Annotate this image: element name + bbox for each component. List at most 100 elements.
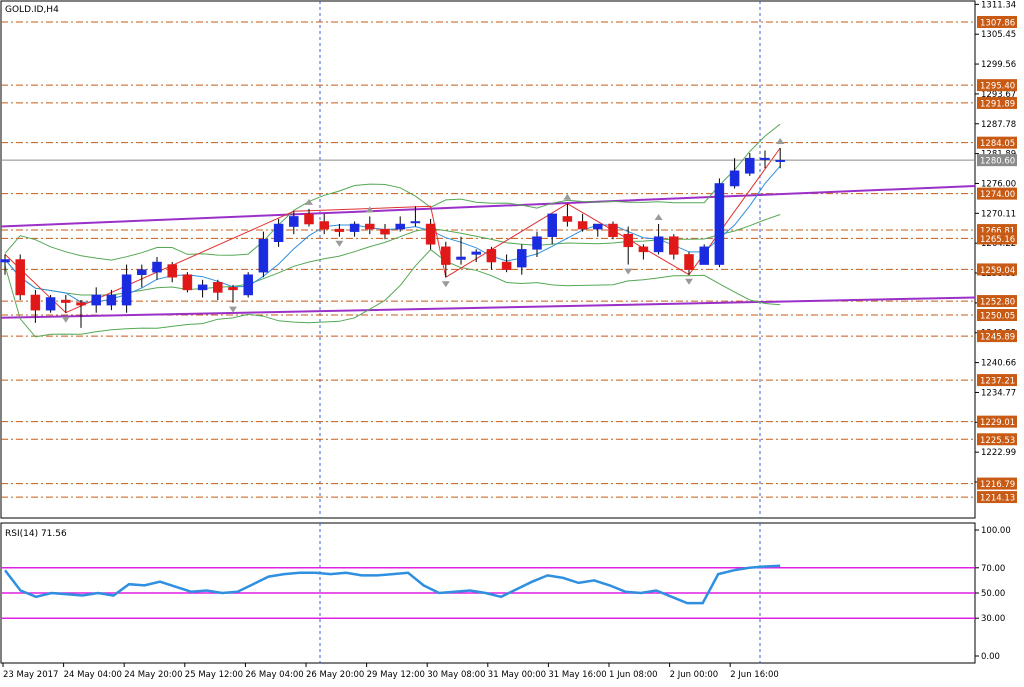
price-level-label: 1237.21 — [980, 377, 1015, 387]
price-level-label: 1250.05 — [980, 312, 1015, 322]
fractal-up-marker — [305, 198, 313, 205]
band-lower-line — [4, 248, 781, 338]
price-level-label: 1252.80 — [980, 298, 1015, 308]
candle-body — [76, 302, 86, 306]
x-axis-tick-label: 24 May 04:00 — [64, 670, 122, 680]
candle-body — [182, 274, 193, 291]
price-level-label: 1214.13 — [980, 494, 1015, 504]
x-axis-tick-label: 26 May 20:00 — [306, 670, 364, 680]
price-level-label: 1266.81 — [980, 227, 1015, 237]
fractal-up-marker — [776, 137, 785, 144]
x-axis-tick-label: 30 May 08:00 — [427, 670, 485, 680]
candle-body — [410, 221, 421, 224]
candle-body — [0, 259, 10, 263]
candle-body — [577, 221, 588, 230]
channel-upper-line — [0, 185, 976, 228]
candle-body — [304, 213, 314, 225]
price-level-box — [977, 187, 1017, 200]
candle-body — [638, 246, 649, 253]
y-axis-tick-label: 1305.45 — [981, 30, 1016, 40]
y-axis-tick-label: 1222.99 — [981, 448, 1016, 458]
candle-body — [532, 236, 542, 250]
candle-body — [273, 223, 284, 243]
candle-body — [593, 223, 603, 230]
candle-body — [623, 233, 633, 248]
fractal-down-marker — [685, 278, 693, 285]
price-level-box — [977, 477, 1017, 490]
candle-body — [760, 157, 770, 160]
candle-body — [289, 216, 299, 227]
candle-body — [669, 236, 679, 255]
candle-body — [714, 183, 725, 265]
rsi-axis-tick-label: 70.00 — [981, 564, 1005, 574]
candle-body — [167, 264, 177, 278]
price-level-box — [977, 136, 1017, 149]
zigzag-line — [4, 147, 781, 314]
price-level-label: 1245.89 — [980, 333, 1015, 343]
price-level-box — [977, 96, 1017, 109]
candle-body — [137, 269, 147, 275]
fractal-down-marker — [229, 306, 237, 313]
x-axis-tick-label: 2 Jun 16:00 — [730, 670, 779, 680]
price-level-label: 1295.40 — [980, 82, 1015, 92]
candle-body — [91, 294, 101, 306]
candle-body — [197, 284, 208, 291]
candle-body — [243, 274, 253, 296]
price-level-box — [977, 263, 1017, 276]
fractal-up-marker — [654, 214, 663, 221]
price-level-label: 1216.79 — [980, 480, 1015, 490]
candle-body — [653, 236, 664, 253]
candle-body — [106, 294, 117, 306]
candle-body — [258, 238, 269, 273]
candle-body — [349, 223, 360, 232]
fractal-down-marker — [624, 268, 633, 275]
x-axis-tick-label: 26 May 04:00 — [245, 670, 303, 680]
fractal-down-marker — [441, 281, 450, 288]
candle-body — [517, 249, 527, 268]
price-level-box — [977, 79, 1017, 92]
price-level-box — [977, 15, 1017, 28]
candle-body — [152, 261, 162, 273]
x-axis-tick-label: 25 May 12:00 — [185, 670, 243, 680]
price-level-label: 1274.00 — [980, 190, 1015, 200]
rsi-axis-tick-label: 30.00 — [981, 614, 1005, 624]
candle-body — [121, 274, 132, 306]
price-level-box — [977, 491, 1017, 504]
price-level-box — [977, 433, 1017, 446]
candle-body — [365, 223, 375, 230]
price-level-box — [977, 374, 1017, 387]
x-axis-tick-label: 23 May 2017 — [3, 670, 58, 680]
x-axis-tick-label: 2 Jun 00:00 — [670, 670, 719, 680]
y-axis-tick-label: 1234.77 — [981, 388, 1016, 398]
rsi-axis-tick-label: 0.00 — [981, 652, 1000, 662]
candle-body — [15, 259, 25, 296]
candle-body — [456, 256, 466, 260]
price-level-box — [977, 309, 1017, 322]
price-level-box — [977, 415, 1017, 428]
y-axis-tick-label: 1293.67 — [981, 90, 1016, 100]
price-level-box — [977, 295, 1017, 308]
fractal-up-marker — [365, 206, 374, 213]
y-axis-tick-label: 1299.56 — [981, 60, 1016, 70]
current-price-label: 1280.60 — [980, 157, 1015, 167]
candle-body — [213, 282, 223, 293]
price-level-box — [977, 330, 1017, 343]
fractal-down-marker — [335, 240, 344, 247]
x-axis-tick-label: 24 May 20:00 — [124, 670, 182, 680]
candle-body — [562, 216, 573, 222]
moving-average-line — [4, 165, 781, 303]
price-level-label: 1284.05 — [980, 139, 1015, 149]
x-axis-tick-label: 31 May 00:00 — [488, 670, 546, 680]
x-axis-tick-label: 1 Jun 08:00 — [609, 670, 658, 680]
candle-body — [319, 221, 329, 230]
y-axis-tick-label: 1240.66 — [981, 359, 1016, 369]
price-level-label: 1307.86 — [980, 18, 1015, 28]
x-axis-tick-label: 29 May 12:00 — [367, 670, 425, 680]
price-level-label: 1259.04 — [980, 266, 1015, 276]
y-axis-tick-label: 1311.34 — [981, 0, 1016, 10]
band-upper-line — [4, 123, 781, 261]
candle-body — [441, 246, 451, 265]
fractal-up-marker — [563, 193, 572, 200]
rsi-title: RSI(14) 71.56 — [5, 529, 67, 539]
